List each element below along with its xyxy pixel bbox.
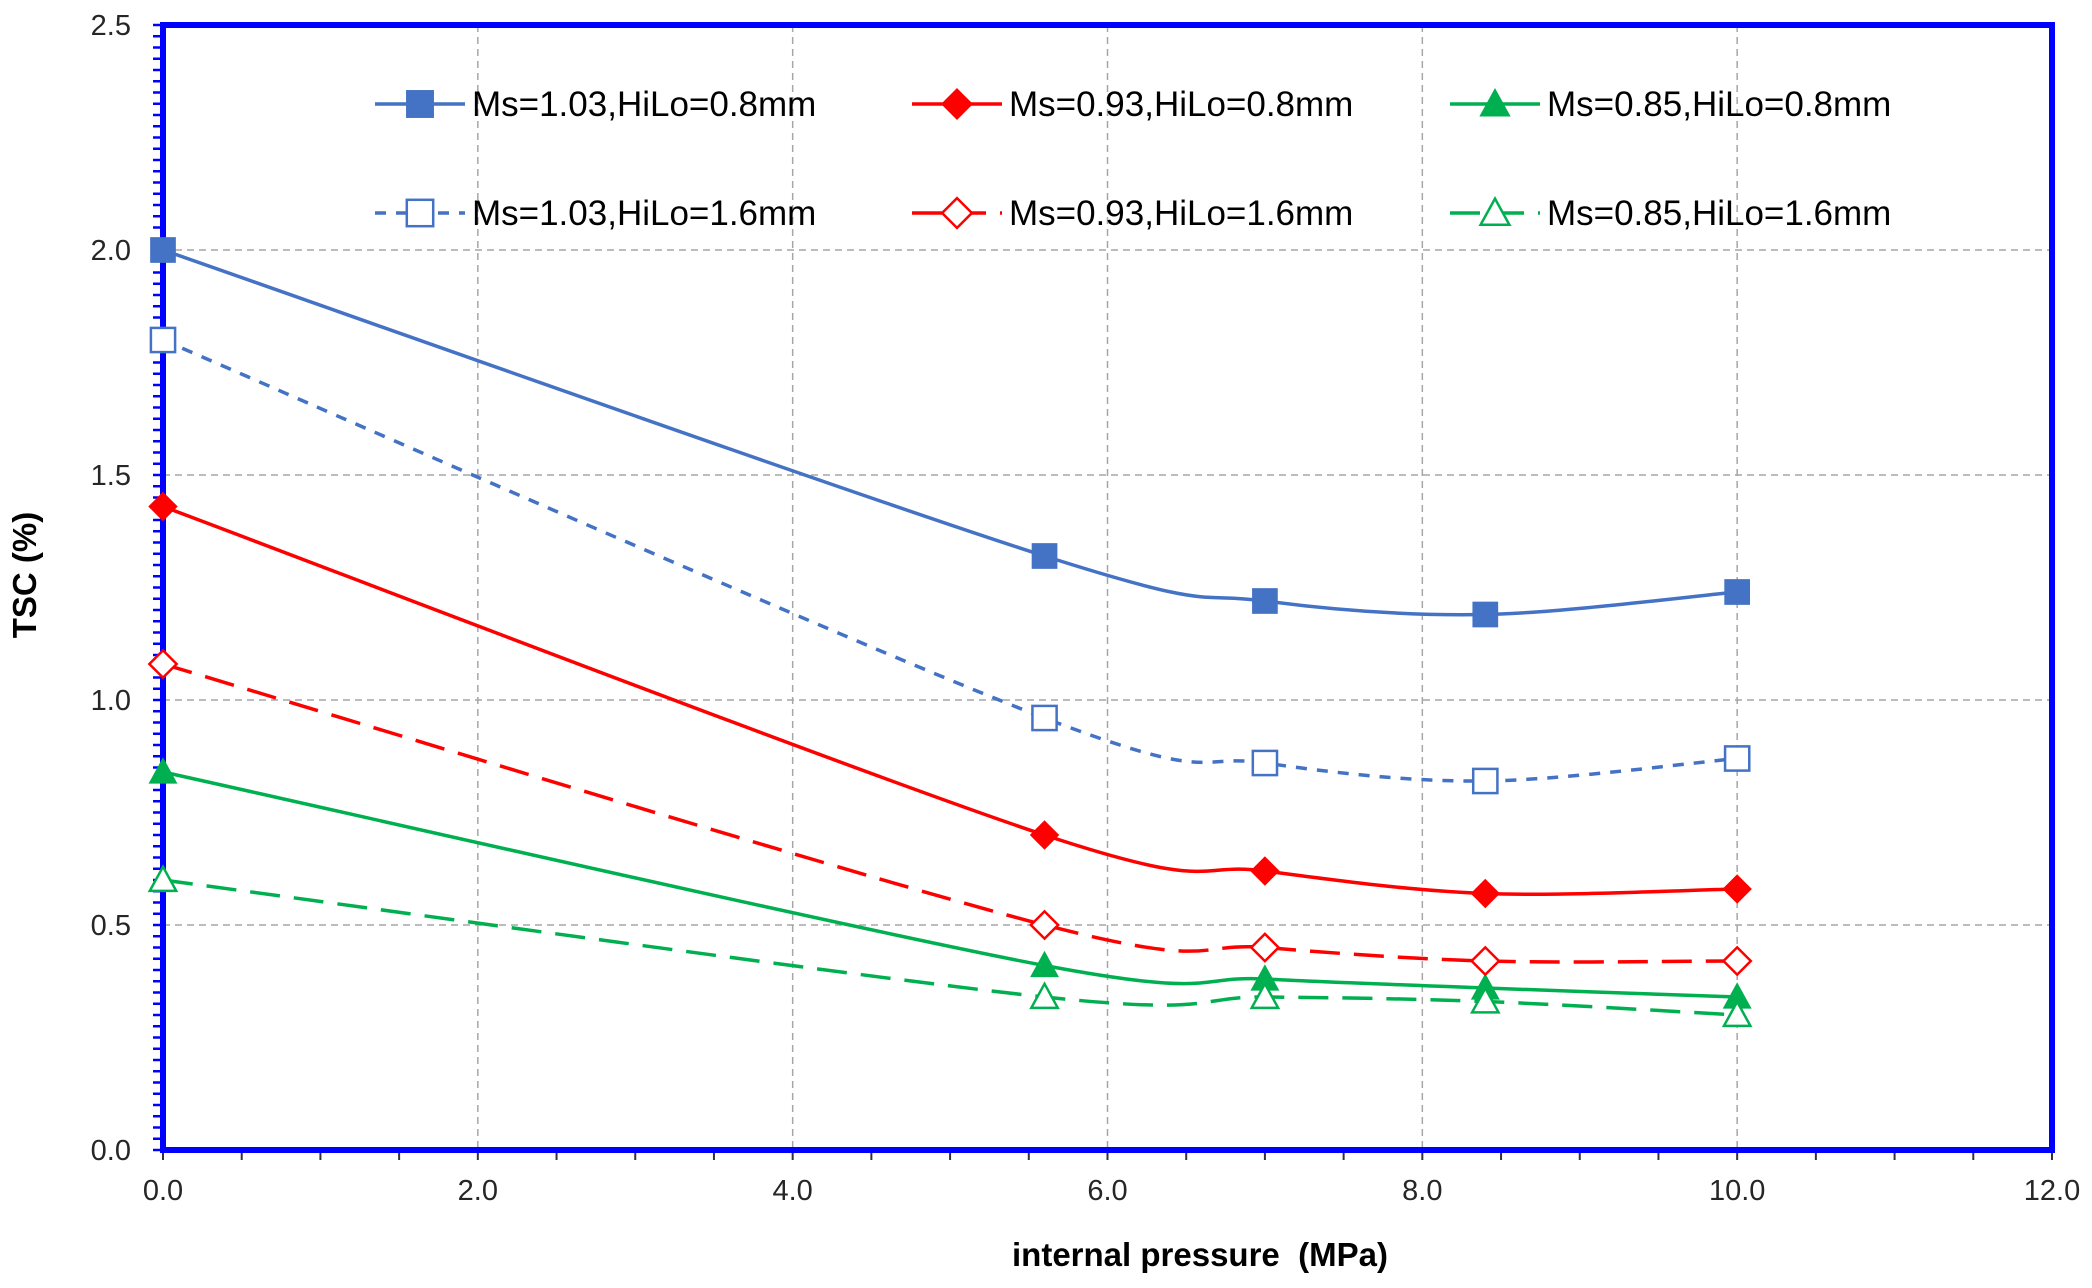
y-tick-label: 1.5 — [91, 460, 131, 492]
y-tick-label: 0.0 — [91, 1135, 131, 1167]
legend-label: Ms=0.85,HiLo=1.6mm — [1547, 194, 1891, 233]
x-tick-label: 4.0 — [773, 1175, 813, 1207]
legend-label: Ms=0.85,HiLo=0.8mm — [1547, 85, 1891, 124]
series-6 — [147, 864, 1753, 1028]
data-point — [1030, 950, 1060, 978]
data-point — [1721, 945, 1753, 977]
tick-labels: 0.0 0.5 1.0 1.5 2.0 2.5 0.0 2.0 4.0 6.0 8.0 10.0 12.… — [91, 10, 2081, 1207]
legend-marker — [406, 90, 434, 118]
x-tick-label: 2.0 — [458, 1175, 498, 1207]
series-line — [162, 770, 1738, 999]
legend-label: Ms=1.03,HiLo=1.6mm — [472, 194, 816, 233]
series-5 — [147, 648, 1753, 977]
legend-entry: Ms=1.03,HiLo=0.8mm — [375, 85, 816, 124]
series-1 — [150, 237, 1751, 628]
data-point — [1723, 745, 1751, 772]
data-point — [1251, 749, 1279, 777]
legend-label: Ms=1.03,HiLo=0.8mm — [472, 85, 816, 124]
data-point — [148, 491, 178, 522]
data-point — [1249, 932, 1281, 963]
data-point — [147, 648, 179, 680]
data-point — [1469, 945, 1501, 977]
x-tick-label: 0.0 — [143, 1175, 183, 1207]
data-point — [150, 237, 176, 263]
legend: Ms=1.03,HiLo=0.8mm Ms=0.93,HiLo=0.8mm Ms=0… — [375, 85, 1891, 233]
data-point — [149, 326, 177, 354]
legend-label: Ms=0.93,HiLo=1.6mm — [1009, 194, 1353, 233]
y-axis-title: TSC (%) — [6, 512, 43, 639]
data-point — [1031, 543, 1058, 569]
legend-marker — [1478, 196, 1512, 227]
data-point — [1029, 820, 1060, 850]
data-point — [147, 864, 179, 893]
data-point — [1722, 874, 1752, 904]
y-tick-label: 2.0 — [91, 235, 131, 267]
x-axis-title: internal pressure (MPa) — [1012, 1236, 1388, 1273]
legend-marker — [1479, 88, 1511, 117]
data-point — [148, 757, 178, 784]
data-point — [1031, 704, 1058, 732]
legend-label: Ms=0.93,HiLo=0.8mm — [1009, 85, 1353, 124]
data-point — [1249, 981, 1281, 1010]
legend-entry: Ms=0.93,HiLo=1.6mm — [912, 194, 1353, 233]
legend-marker — [941, 88, 973, 120]
series-line — [162, 662, 1738, 964]
legend-entry: Ms=0.85,HiLo=0.8mm — [1450, 85, 1891, 124]
series-line — [162, 878, 1738, 1017]
y-tick-label: 0.5 — [91, 910, 131, 942]
series-2 — [148, 491, 1752, 909]
legend-marker — [405, 198, 435, 228]
series-4 — [149, 326, 1751, 795]
x-tick-label: 12.0 — [2024, 1175, 2080, 1207]
data-point — [1252, 588, 1278, 614]
data-point — [1471, 767, 1499, 795]
x-tick-label: 10.0 — [1709, 1175, 1765, 1207]
data-point — [1724, 579, 1751, 605]
data-point — [1250, 856, 1280, 886]
plot-area-border — [160, 22, 2055, 1153]
series-3 — [148, 757, 1752, 1009]
series-line — [162, 504, 1738, 896]
legend-entry: Ms=0.93,HiLo=0.8mm — [912, 85, 1353, 124]
series-line — [162, 338, 1738, 783]
legend-entry: Ms=1.03,HiLo=1.6mm — [375, 194, 816, 233]
y-tick-label: 1.0 — [91, 685, 131, 717]
series-line — [162, 248, 1738, 617]
y-tick-label: 2.5 — [91, 10, 131, 42]
data-point — [1470, 878, 1501, 909]
data-point — [1029, 981, 1060, 1010]
legend-entry: Ms=0.85,HiLo=1.6mm — [1450, 194, 1891, 233]
data-point — [1721, 999, 1753, 1028]
data-point — [1469, 985, 1501, 1014]
legend-marker — [940, 196, 974, 230]
x-tick-label: 6.0 — [1087, 1175, 1127, 1207]
x-tick-label: 8.0 — [1402, 1175, 1442, 1207]
data-point — [1029, 909, 1060, 941]
data-point — [1472, 601, 1499, 628]
series-layer — [147, 237, 1753, 1028]
